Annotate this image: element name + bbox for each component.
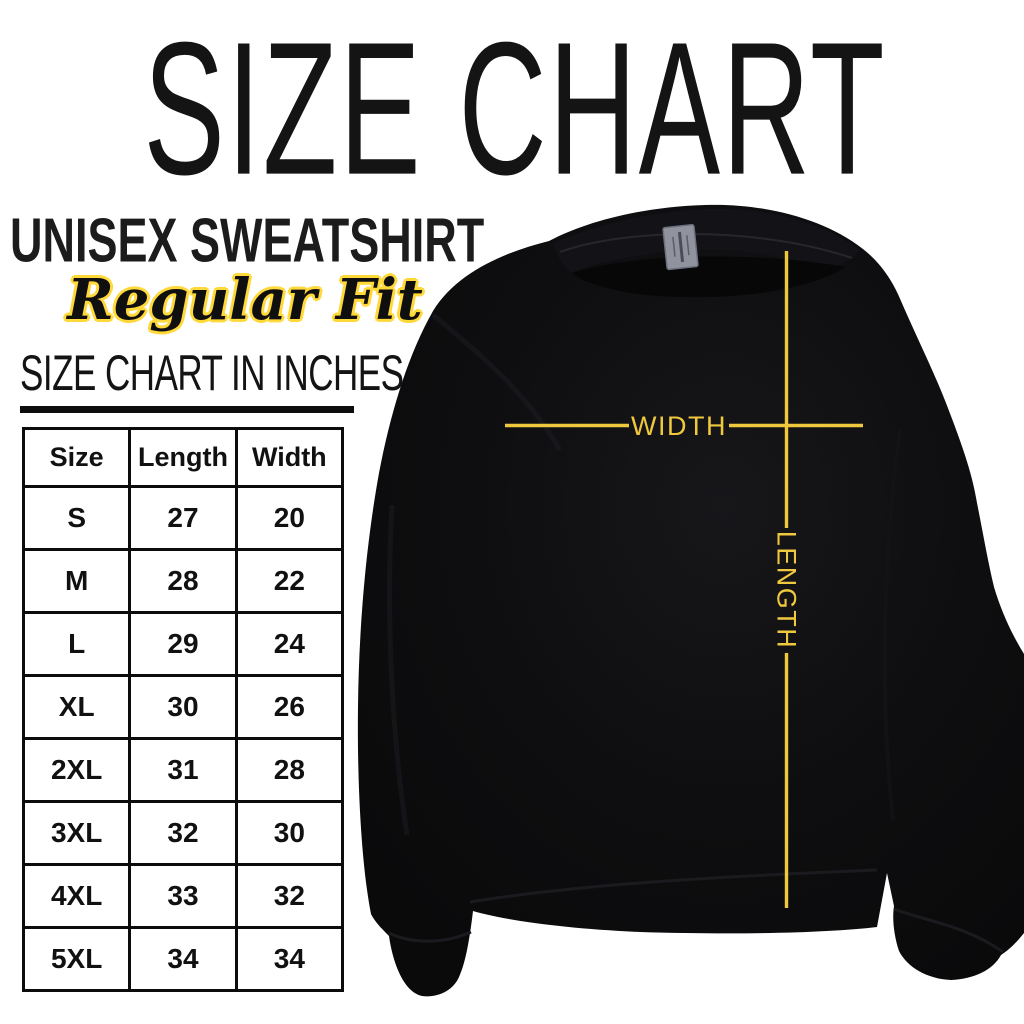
heading-underline	[20, 406, 354, 413]
table-row: L 29 24	[21, 611, 345, 677]
table-row: 3XL 32 30	[21, 800, 345, 866]
size-cell: S	[21, 485, 132, 551]
table-row: S 27 20	[21, 485, 345, 551]
width-cell: 24	[234, 611, 345, 677]
size-cell: M	[21, 548, 132, 614]
size-cell: XL	[21, 674, 132, 740]
right-sleeve-fold	[882, 429, 902, 821]
width-cell: 30	[234, 800, 345, 866]
column-header-size: Size	[21, 427, 132, 488]
table-row: 5XL 34 34	[21, 926, 345, 992]
length-cell: 27	[128, 485, 238, 551]
length-cell: 31	[128, 737, 238, 803]
table-row: XL 30 26	[21, 674, 345, 740]
collar-inner-shadow	[572, 256, 846, 298]
column-header-length: Length	[128, 427, 238, 488]
table-row: M 28 22	[21, 548, 345, 614]
length-label: LENGTH	[772, 531, 802, 650]
table-row: 4XL 33 32	[21, 863, 345, 929]
shoulder-fold	[431, 313, 563, 452]
length-cell: 33	[128, 863, 238, 929]
collar-band	[553, 208, 860, 273]
table-header-row: Size Length Width	[21, 427, 345, 488]
size-cell: 5XL	[21, 926, 132, 992]
length-cell: 29	[128, 611, 238, 677]
table-row: 2XL 31 28	[21, 737, 345, 803]
size-cell: 3XL	[21, 800, 132, 866]
column-header-width: Width	[234, 427, 345, 488]
width-cell: 22	[234, 548, 345, 614]
table-heading: SIZE CHART IN INCHES	[20, 346, 404, 402]
sleeve-fold	[387, 504, 410, 836]
size-table: Size Length Width S 27 20 M 28 22 L 29 2…	[21, 427, 345, 992]
width-cell: 34	[234, 926, 345, 992]
size-cell: 2XL	[21, 737, 132, 803]
length-cell: 30	[128, 674, 238, 740]
page-title: SIZE CHART	[143, 3, 887, 214]
length-cell: 34	[128, 926, 238, 992]
product-type-heading: UNISEX SWEATSHIRT	[10, 204, 485, 276]
fit-style-heading: Regular Fit	[67, 267, 423, 333]
hem-seam	[469, 868, 878, 904]
left-cuff-seam	[388, 930, 472, 943]
right-cuff-seam	[893, 907, 1004, 954]
width-cell: 26	[234, 674, 345, 740]
size-cell: 4XL	[21, 863, 132, 929]
width-cell: 20	[234, 485, 345, 551]
length-cell: 28	[128, 548, 238, 614]
width-cell: 32	[234, 863, 345, 929]
width-label: WIDTH	[631, 411, 727, 441]
width-cell: 28	[234, 737, 345, 803]
brand-tag	[662, 223, 699, 271]
length-cell: 32	[128, 800, 238, 866]
size-cell: L	[21, 611, 132, 677]
